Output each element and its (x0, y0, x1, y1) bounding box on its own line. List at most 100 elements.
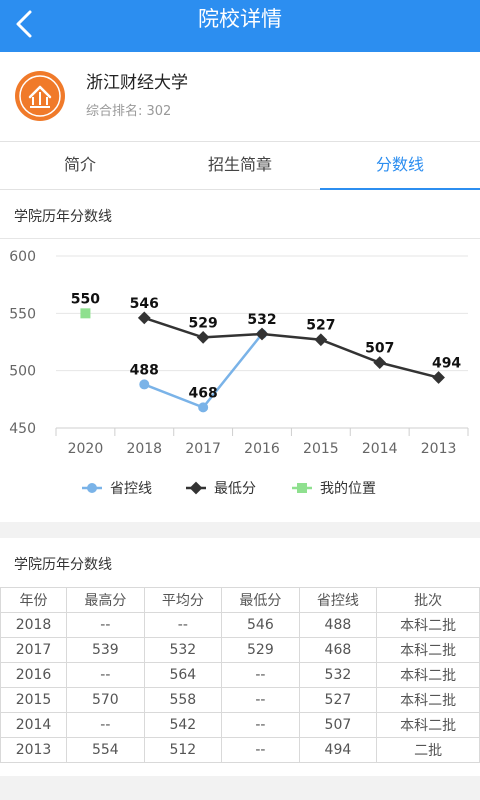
x-tick-label: 2018 (126, 441, 162, 457)
table-cell: -- (221, 737, 300, 763)
data-label: 532 (247, 312, 276, 328)
table-cell: 507 (298, 712, 378, 738)
school-rank: 综合排名: 302 (86, 104, 172, 119)
table-row: 2016 -- 564 -- 532 本科二批 (0, 662, 480, 688)
table-cell: 本科二批 (376, 637, 480, 663)
table-header-cell: 年份 (0, 587, 68, 613)
x-tick-label: 2015 (303, 441, 339, 457)
table-header-cell: 平均分 (143, 587, 223, 613)
school-header: 浙江财经大学 综合排名: 302 (0, 52, 480, 142)
legend-marker (297, 483, 307, 493)
table-cell: -- (143, 612, 223, 638)
table-cell: 2013 (0, 737, 68, 763)
x-tick-label: 2020 (68, 441, 104, 457)
data-point (255, 327, 269, 341)
x-tick-label: 2016 (244, 441, 280, 457)
table-cell: -- (221, 687, 300, 713)
table-cell: 539 (66, 637, 145, 663)
table-cell: 546 (221, 612, 300, 638)
table-cell: 2018 (0, 612, 68, 638)
top-bar: 院校详情 (0, 0, 480, 52)
data-point (198, 402, 209, 413)
legend-marker (189, 481, 203, 495)
table-header-row: 年份 最高分 平均分 最低分 省控线 批次 (0, 587, 480, 613)
table-cell: 本科二批 (376, 662, 480, 688)
data-label: 488 (130, 362, 159, 378)
table-section-title: 学院历年分数线 (14, 557, 112, 573)
tab-admission-guide[interactable]: 招生简章 (207, 155, 272, 174)
score-line-chart: 450 500 550 600 2020 2018 2017 2016 2015 2014 2013… (9, 249, 469, 497)
score-chart-card: 学院历年分数线 450 500 550 600 2020 2018 2017 2016 2015… (0, 190, 480, 522)
table-row: 2013 554 512 -- 494 二批 (0, 737, 480, 763)
table-cell: 本科二批 (376, 712, 480, 738)
table-cell: 468 (298, 637, 378, 663)
table-header-cell: 最低分 (221, 587, 300, 613)
table-cell: 564 (143, 662, 223, 688)
table-cell: 494 (298, 737, 378, 763)
school-logo (15, 71, 65, 121)
table-cell: -- (221, 712, 300, 738)
data-label: 529 (189, 315, 218, 331)
table-cell: 529 (221, 637, 300, 663)
data-label: 527 (306, 318, 335, 334)
legend-label: 最低分 (214, 481, 256, 497)
y-tick-label: 550 (9, 306, 36, 322)
table-cell: 488 (298, 612, 378, 638)
table-cell: 2015 (0, 687, 68, 713)
table-cell: -- (66, 612, 145, 638)
table-header-cell: 批次 (376, 587, 480, 613)
table-cell: 2014 (0, 712, 68, 738)
table-cell: 二批 (376, 737, 480, 763)
data-point (432, 371, 445, 384)
table-cell: -- (66, 662, 145, 688)
y-tick-label: 600 (9, 249, 36, 265)
table-cell: 532 (298, 662, 378, 688)
tab-bar: 简介 招生简章 分数线 (0, 142, 480, 190)
table-cell: 2016 (0, 662, 68, 688)
x-tick-label: 2013 (421, 441, 457, 457)
divider (0, 238, 480, 239)
chart-section-title: 学院历年分数线 (14, 209, 112, 225)
data-point (314, 333, 328, 347)
data-label: 468 (189, 385, 218, 401)
x-tick-label: 2014 (362, 441, 398, 457)
data-point (139, 379, 150, 390)
table-cell: 532 (143, 637, 223, 663)
back-arrow-icon[interactable] (8, 6, 48, 46)
data-label: 494 (432, 356, 461, 372)
legend-marker (87, 483, 97, 493)
tab-intro[interactable]: 简介 (63, 155, 96, 174)
table-row: 2014 -- 542 -- 507 本科二批 (0, 712, 480, 738)
school-name: 浙江财经大学 (86, 73, 188, 93)
table-row: 2017 539 532 529 468 本科二批 (0, 637, 480, 663)
data-label: 507 (365, 341, 394, 357)
table-cell: 2017 (0, 637, 68, 663)
data-point (80, 308, 91, 319)
table-header-cell: 最高分 (66, 587, 145, 613)
y-tick-label: 500 (9, 364, 36, 380)
data-label: 546 (130, 296, 159, 312)
series-line (143, 316, 439, 379)
table-row: 2015 570 558 -- 527 本科二批 (0, 687, 480, 713)
table-cell: 554 (66, 737, 145, 763)
y-tick-label: 450 (9, 421, 36, 437)
table-cell: 542 (143, 712, 223, 738)
data-label: 550 (71, 291, 100, 307)
table-cell: 558 (143, 687, 223, 713)
page-title: 院校详情 (198, 7, 282, 31)
table-cell: 512 (143, 737, 223, 763)
table-cell: 本科二批 (376, 687, 480, 713)
table-row: 2018 -- -- 546 488 本科二批 (0, 612, 480, 638)
tab-score-line[interactable]: 分数线 (320, 142, 480, 190)
legend-label: 省控线 (110, 481, 152, 497)
score-table: 年份 最高分 平均分 最低分 省控线 批次 2018 -- -- 546 488 本科二批 2017 5… (0, 587, 480, 763)
table-header-cell: 省控线 (298, 587, 378, 613)
table-cell: 本科二批 (376, 612, 480, 638)
table-cell: 527 (298, 687, 378, 713)
table-cell: -- (221, 662, 300, 688)
score-table-card: 学院历年分数线 年份 最高分 平均分 最低分 省控线 批次 2018 -- -- 546 488 本… (0, 538, 480, 776)
legend-label: 我的位置 (320, 481, 376, 497)
table-cell: 570 (66, 687, 145, 713)
data-point (373, 356, 387, 370)
data-point (196, 331, 210, 344)
